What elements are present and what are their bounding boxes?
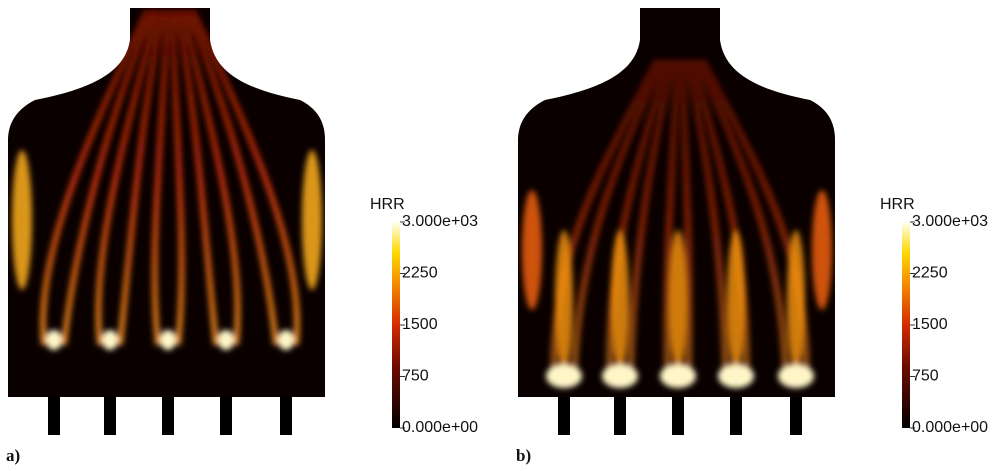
flame-base: [46, 330, 62, 350]
injector-tube: [48, 397, 60, 435]
colorbar-tick-label: 0.000e+00: [402, 419, 478, 436]
flame-core: [727, 230, 745, 370]
figure: HRR 0.000e+00 750 1500 2250 3.000e+03 a) HRR 0.0…: [0, 0, 1004, 466]
colorbar-title: HRR: [370, 196, 405, 213]
flame-base: [718, 364, 754, 388]
injector-tube: [730, 397, 742, 435]
injector-tube: [280, 397, 292, 435]
injector-tube: [790, 397, 802, 435]
colorbar: [392, 222, 400, 428]
flame-base: [602, 364, 638, 388]
colorbar-tick-label: 2250: [402, 265, 438, 282]
wall-flame: [302, 150, 322, 290]
wall-flame: [12, 150, 32, 290]
panel: HRR 0.000e+00 750 1500 2250 3.000e+03 a): [6, 8, 478, 465]
wall-flame: [522, 190, 542, 310]
injector-tube: [220, 397, 232, 435]
flame-base: [546, 364, 582, 388]
colorbar-tick-label: 3.000e+03: [912, 213, 988, 230]
colorbar-tick-label: 750: [912, 368, 939, 385]
flame-base: [102, 330, 118, 350]
flame-core: [611, 230, 629, 370]
injector-tube: [614, 397, 626, 435]
colorbar-tick-label: 750: [402, 368, 429, 385]
colorbar-tick-label: 1500: [912, 316, 948, 333]
panel-label: b): [516, 446, 531, 465]
flame-core: [555, 230, 573, 370]
colorbar-title: HRR: [880, 196, 915, 213]
flame-core: [669, 230, 687, 370]
colorbar-tick-label: 0.000e+00: [912, 419, 988, 436]
flame-base: [278, 330, 294, 350]
injector-tube: [672, 397, 684, 435]
flame-base: [218, 330, 234, 350]
colorbar: [902, 222, 910, 428]
flame-base: [778, 364, 814, 388]
panel: HRR 0.000e+00 750 1500 2250 3.000e+03 b): [516, 8, 988, 465]
injector-tube: [162, 397, 174, 435]
injector-tube: [104, 397, 116, 435]
colorbar-tick-label: 2250: [912, 265, 948, 282]
flame-base: [160, 330, 176, 350]
flame-base: [660, 364, 696, 388]
colorbar-tick-label: 3.000e+03: [402, 213, 478, 230]
flame-core: [787, 230, 805, 370]
wall-flame: [812, 190, 832, 310]
colorbar-tick-label: 1500: [402, 316, 438, 333]
panel-label: a): [6, 446, 20, 465]
injector-tube: [558, 397, 570, 435]
